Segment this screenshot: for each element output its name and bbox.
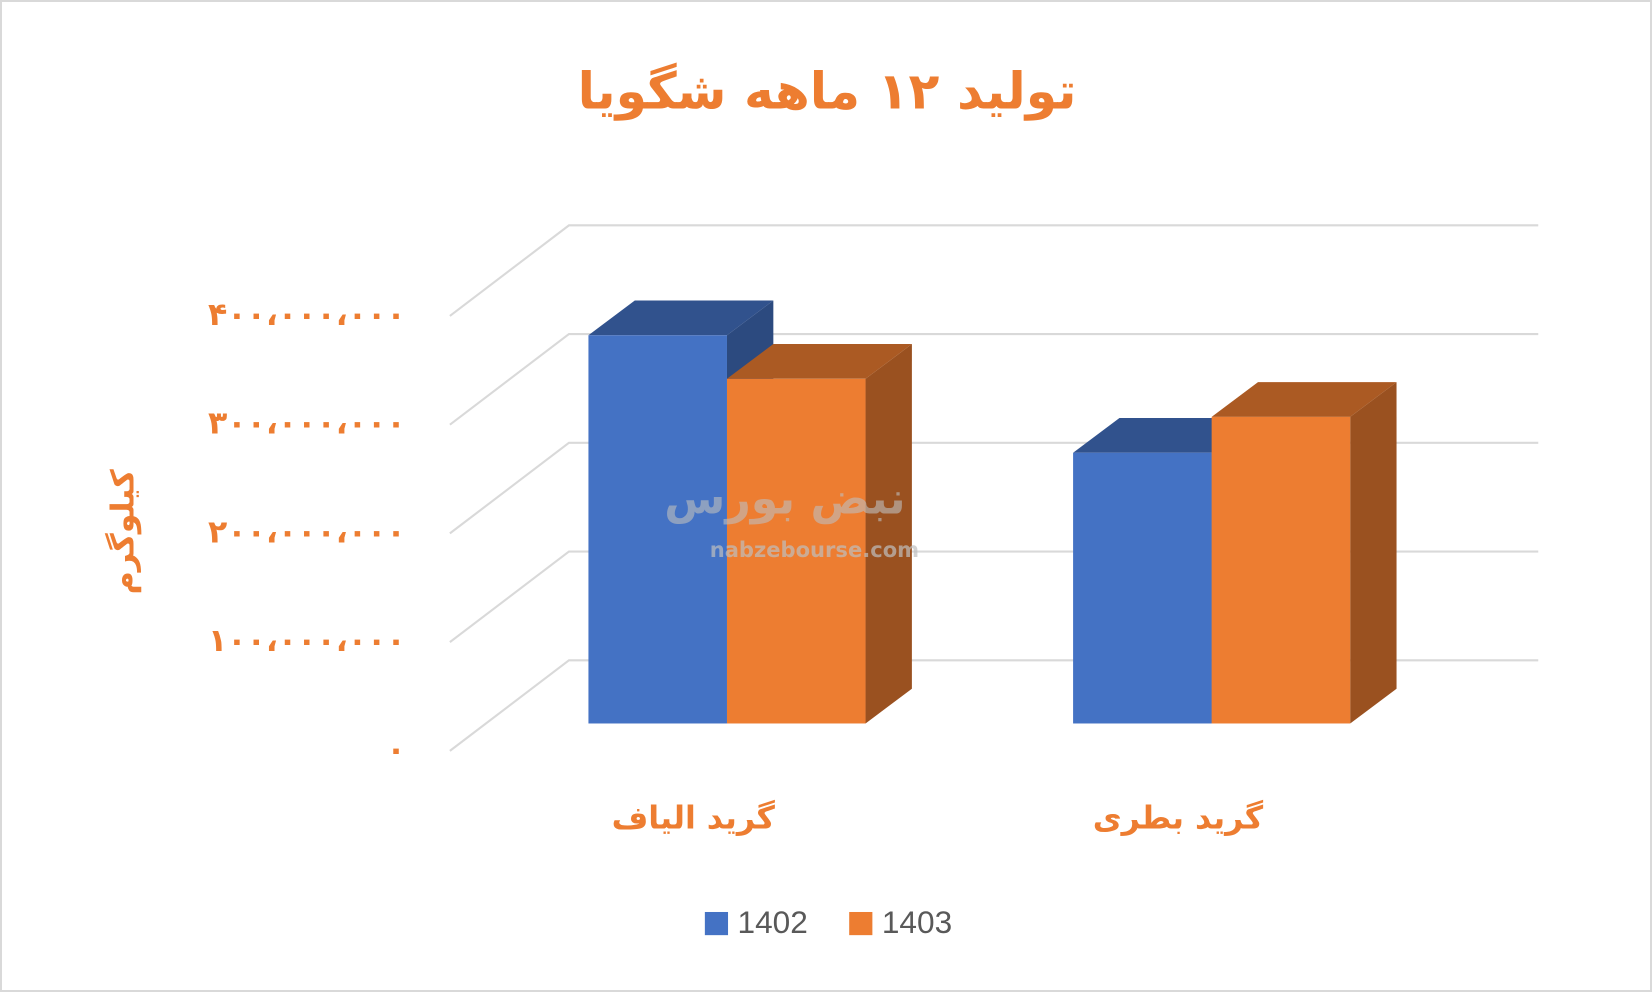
bar [588, 335, 727, 724]
bar-side [865, 344, 912, 724]
bar-top [726, 344, 912, 379]
bar [726, 378, 866, 724]
plot: تولید ۱۲ ماهه شگویا کیلوگرم ۰ ۱۰۰،۰۰۰،۰۰۰… [104, 61, 1539, 940]
legend-swatch [704, 911, 729, 936]
y-tick-label: ۲۰۰،۰۰۰،۰۰۰ [208, 514, 406, 550]
watermark: nabzebourse.com [710, 537, 919, 562]
legend-swatch [849, 911, 873, 936]
y-tick-label: ۰ [386, 732, 405, 768]
bar [1073, 452, 1212, 724]
legend-label: 1402 [738, 904, 808, 940]
bar-top [1211, 382, 1397, 417]
x-tick-label: گرید الیاف [612, 799, 776, 836]
y-axis-label: کیلوگرم [104, 469, 141, 595]
bar-top [588, 300, 774, 336]
bar-side [1350, 382, 1397, 724]
y-tick-label: ۳۰۰،۰۰۰،۰۰۰ [208, 406, 406, 442]
legend-label: 1403 [882, 904, 952, 940]
x-tick-label: گرید بطری [1093, 799, 1264, 836]
watermark: نبض بورس [664, 473, 905, 524]
y-tick-label: ۱۰۰،۰۰۰،۰۰۰ [208, 623, 406, 659]
grid-line [449, 224, 1539, 317]
chart-title: تولید ۱۲ ماهه شگویا [578, 61, 1077, 121]
bar [1211, 416, 1351, 724]
grid-line [449, 333, 1539, 426]
y-tick-label: ۴۰۰،۰۰۰،۰۰۰ [208, 297, 406, 333]
